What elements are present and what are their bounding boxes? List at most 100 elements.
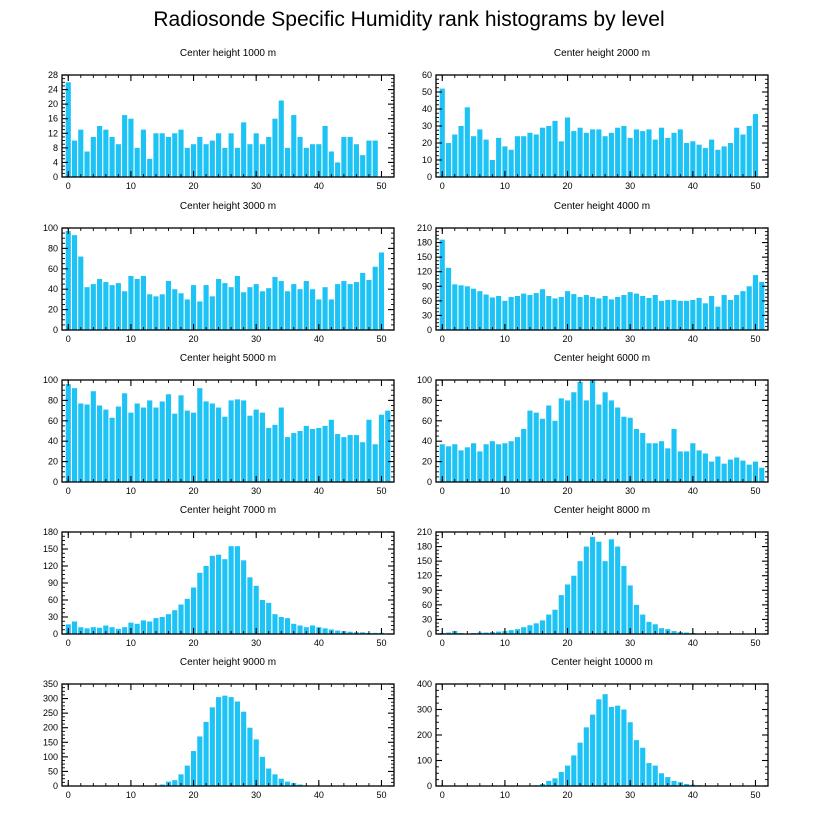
- histogram-bar: [190, 412, 197, 482]
- x-tick-label: 10: [500, 334, 510, 344]
- histogram-bar: [209, 403, 215, 482]
- histogram-bar: [527, 295, 533, 330]
- histogram-bar: [65, 231, 71, 330]
- histogram-bar: [627, 722, 633, 786]
- y-tick-label: 40: [422, 436, 432, 446]
- x-tick-label: 50: [750, 334, 760, 344]
- y-tick-label: 60: [48, 595, 58, 605]
- histogram-bar: [533, 293, 539, 330]
- histogram-bar: [633, 428, 640, 482]
- histogram-bar: [577, 296, 583, 330]
- histogram-bar: [458, 126, 464, 177]
- histogram-bar: [140, 275, 147, 330]
- histogram-bar: [439, 88, 445, 177]
- histogram-bar: [602, 561, 608, 634]
- histogram-bar: [546, 126, 552, 177]
- histogram-bar: [272, 774, 278, 786]
- histogram-bar: [652, 443, 658, 482]
- histogram-bar: [147, 158, 153, 177]
- x-tick-label: 30: [251, 181, 261, 191]
- histogram-bar: [483, 294, 489, 330]
- histogram-bar: [322, 425, 328, 482]
- histogram-bar: [372, 266, 378, 330]
- histogram-bar: [222, 416, 228, 482]
- histogram-bar: [366, 280, 372, 330]
- histogram-bar: [696, 297, 702, 330]
- histogram-bar: [297, 784, 303, 786]
- histogram-bar: [702, 453, 708, 482]
- histogram-bar: [633, 129, 640, 177]
- histogram-bar: [677, 129, 683, 177]
- histogram-bar: [533, 134, 539, 177]
- histogram-bar: [97, 279, 103, 330]
- y-tick-label: 90: [48, 578, 58, 588]
- histogram-bar: [483, 444, 489, 482]
- x-tick-label: 20: [563, 334, 573, 344]
- histogram-bar: [372, 140, 378, 177]
- histogram-bar: [502, 146, 508, 177]
- histogram-bar: [445, 446, 452, 482]
- histogram-bar: [278, 407, 284, 482]
- histogram-bar: [746, 286, 752, 330]
- y-tick-label: 100: [417, 756, 432, 766]
- histogram-bar: [147, 621, 153, 634]
- x-tick-label: 0: [66, 486, 71, 496]
- histogram-bar: [439, 444, 445, 482]
- histogram-bar: [147, 400, 153, 482]
- histogram-bar: [558, 771, 564, 786]
- histogram-bar: [640, 296, 646, 330]
- x-tick-label: 40: [314, 181, 324, 191]
- x-tick-label: 10: [126, 334, 136, 344]
- y-tick-label: 100: [43, 375, 58, 385]
- x-tick-label: 20: [189, 790, 199, 800]
- panel-title: Center height 2000 m: [554, 48, 650, 59]
- histogram-bar: [514, 437, 521, 482]
- y-tick-label: 20: [48, 99, 58, 109]
- histogram-bar: [621, 416, 627, 482]
- histogram-bar: [621, 566, 627, 634]
- histogram-bar: [564, 400, 571, 482]
- histogram-bar: [184, 147, 190, 177]
- histogram-bar: [740, 134, 746, 177]
- histogram-bar: [322, 628, 328, 634]
- y-tick-label: 100: [417, 375, 432, 385]
- histogram-bar: [546, 780, 552, 786]
- histogram-bar: [247, 577, 253, 634]
- panel-title: Center height 8000 m: [554, 505, 650, 516]
- histogram-bar: [652, 295, 658, 330]
- y-tick-label: 180: [417, 542, 432, 552]
- histogram-bar: [147, 294, 153, 330]
- histogram-bar: [759, 467, 765, 482]
- histogram-bar: [165, 281, 172, 330]
- histogram-bar: [159, 294, 165, 330]
- x-tick-label: 40: [688, 486, 698, 496]
- histogram-bar: [65, 384, 71, 482]
- histogram-bar: [752, 461, 759, 482]
- histogram-bar: [571, 392, 577, 482]
- histogram-bar: [646, 443, 652, 482]
- histogram-bar: [752, 275, 759, 330]
- histogram-bar: [602, 136, 608, 177]
- histogram-bar: [527, 410, 533, 482]
- x-tick-label: 50: [750, 790, 760, 800]
- histogram-bar: [690, 443, 696, 482]
- histogram-bar: [665, 448, 671, 482]
- histogram-bar: [134, 147, 140, 177]
- histogram-bar: [583, 400, 589, 482]
- histogram-bar: [665, 777, 671, 786]
- histogram-panel: Center height 10000 m 0 10 20 30 40 50 0 100 200 3…: [417, 657, 769, 800]
- histogram-bar: [627, 292, 633, 330]
- histogram-bar: [608, 539, 614, 634]
- x-tick-label: 20: [563, 181, 573, 191]
- y-tick-label: 90: [422, 585, 432, 595]
- histogram-bar: [715, 149, 721, 177]
- histogram-panel: Center height 4000 m 0 10 20 30 40 50 0 30 60 90 12…: [417, 201, 769, 344]
- histogram-bar: [184, 410, 190, 482]
- histogram-bar: [360, 272, 366, 330]
- y-tick-label: 100: [43, 223, 58, 233]
- histogram-bar: [734, 127, 740, 177]
- y-tick-label: 300: [43, 694, 58, 704]
- histogram-bar: [477, 129, 483, 177]
- x-tick-label: 30: [625, 181, 635, 191]
- histogram-bar: [464, 107, 470, 177]
